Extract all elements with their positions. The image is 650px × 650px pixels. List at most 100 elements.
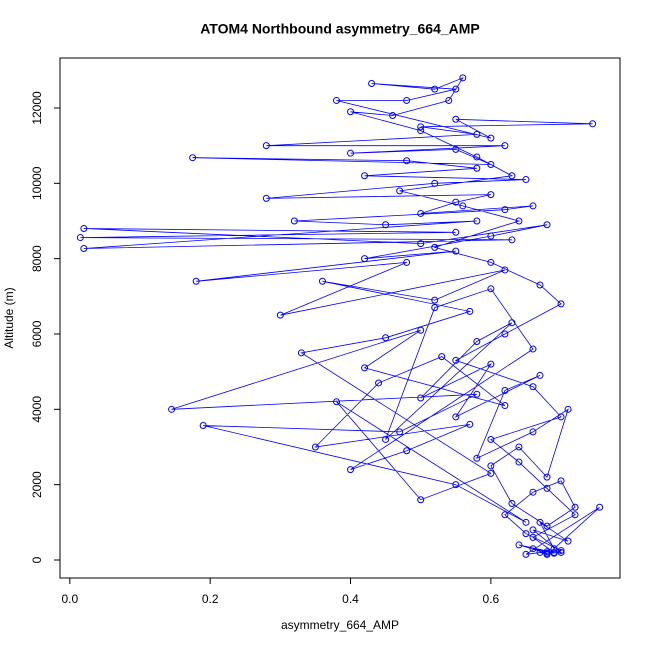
data-point xyxy=(452,85,460,93)
data-point xyxy=(452,228,460,236)
data-point xyxy=(361,172,369,180)
data-point xyxy=(543,484,551,492)
x-tick-label: 0.6 xyxy=(483,592,500,606)
data-point xyxy=(487,160,495,168)
data-point xyxy=(168,405,176,413)
data-point xyxy=(501,386,509,394)
data-point xyxy=(417,123,425,131)
data-point xyxy=(473,153,481,161)
y-tick-label: 12000 xyxy=(30,91,44,125)
data-point xyxy=(522,518,530,526)
data-point xyxy=(361,364,369,372)
data-point xyxy=(417,326,425,334)
data-point xyxy=(382,221,390,229)
data-point xyxy=(487,191,495,199)
data-point xyxy=(192,277,200,285)
data-point xyxy=(452,413,460,421)
data-point xyxy=(529,526,537,534)
data-point xyxy=(543,548,551,556)
data-point xyxy=(501,266,509,274)
y-tick-label: 2000 xyxy=(30,471,44,498)
data-point xyxy=(403,157,411,165)
data-point xyxy=(431,243,439,251)
data-point xyxy=(508,172,516,180)
data-point xyxy=(487,285,495,293)
y-tick-label: 6000 xyxy=(30,320,44,347)
data-point xyxy=(473,338,481,346)
data-point xyxy=(501,511,509,519)
data-point xyxy=(452,145,460,153)
data-point xyxy=(557,413,565,421)
data-point xyxy=(382,334,390,342)
data-point xyxy=(452,247,460,255)
data-point xyxy=(536,548,544,556)
data-point xyxy=(557,548,565,556)
data-point xyxy=(515,443,523,451)
data-point xyxy=(452,481,460,489)
data-point xyxy=(473,390,481,398)
data-point xyxy=(550,545,558,553)
data-point xyxy=(557,547,565,555)
data-point xyxy=(431,304,439,312)
data-point xyxy=(543,473,551,481)
data-point xyxy=(487,469,495,477)
data-point xyxy=(459,202,467,210)
data-point xyxy=(466,307,474,315)
data-line xyxy=(80,77,600,555)
data-point xyxy=(522,176,530,184)
data-point xyxy=(536,281,544,289)
data-point xyxy=(396,428,404,436)
data-point xyxy=(417,127,425,135)
data-point xyxy=(417,394,425,402)
data-point xyxy=(543,522,551,530)
data-point xyxy=(403,447,411,455)
data-point xyxy=(368,80,376,88)
y-tick-label: 0 xyxy=(30,556,44,563)
data-point xyxy=(557,300,565,308)
data-point xyxy=(452,356,460,364)
data-point xyxy=(508,236,516,244)
data-point xyxy=(347,108,355,116)
data-point xyxy=(487,435,495,443)
data-point xyxy=(290,217,298,225)
y-tick-label: 8000 xyxy=(30,245,44,272)
data-point xyxy=(332,96,340,104)
data-point xyxy=(501,206,509,214)
data-point xyxy=(297,349,305,357)
data-point xyxy=(543,221,551,229)
data-point xyxy=(501,142,509,150)
data-point xyxy=(347,149,355,157)
data-point xyxy=(276,311,284,319)
data-point xyxy=(501,402,509,410)
data-point xyxy=(417,209,425,217)
data-point xyxy=(501,330,509,338)
data-point xyxy=(80,244,88,252)
data-point xyxy=(550,548,558,556)
data-point xyxy=(466,420,474,428)
data-point xyxy=(487,360,495,368)
data-point xyxy=(375,379,383,387)
data-point xyxy=(571,511,579,519)
data-point xyxy=(332,398,340,406)
data-point xyxy=(571,503,579,511)
data-point xyxy=(438,353,446,361)
data-point xyxy=(396,187,404,195)
data-point xyxy=(564,537,572,545)
data-point xyxy=(487,232,495,240)
data-point xyxy=(529,428,537,436)
data-point xyxy=(452,115,460,123)
data-point xyxy=(515,217,523,225)
data-point xyxy=(403,96,411,104)
data-point xyxy=(473,130,481,138)
y-tick-label: 10000 xyxy=(30,166,44,200)
data-point xyxy=(529,533,537,541)
data-point xyxy=(431,296,439,304)
data-point xyxy=(431,179,439,187)
data-point xyxy=(487,462,495,470)
data-point xyxy=(452,198,460,206)
data-point xyxy=(529,383,537,391)
data-point xyxy=(522,550,530,558)
plot-frame xyxy=(59,57,621,579)
